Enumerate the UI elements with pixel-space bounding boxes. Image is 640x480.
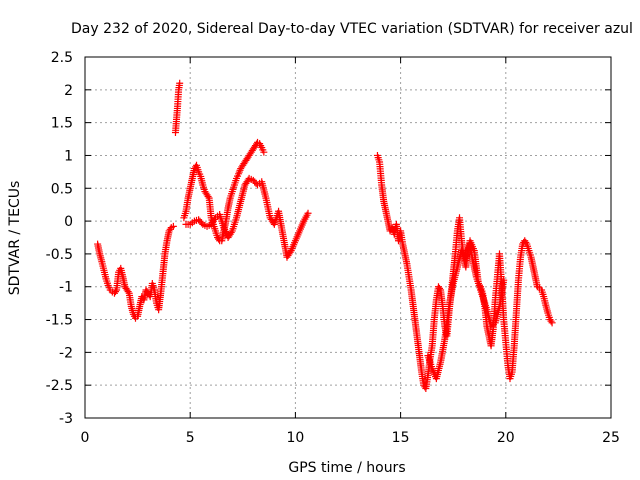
data-point	[227, 229, 235, 237]
y-tick-label: 1.5	[51, 116, 73, 132]
x-tick-label: 5	[186, 430, 195, 446]
x-axis-label: GPS time / hours	[288, 460, 405, 476]
data-point	[436, 284, 444, 292]
x-tick-label: 10	[286, 430, 304, 446]
data-point	[260, 148, 268, 156]
y-tick-label: 1	[64, 148, 73, 164]
x-tick-label: 0	[81, 430, 90, 446]
x-tick-label: 20	[497, 430, 515, 446]
plot-frame	[84, 56, 612, 419]
data-point	[522, 238, 530, 246]
data-point	[547, 317, 555, 325]
y-tick-label: -3	[59, 411, 73, 427]
y-tick-label: 2.5	[51, 50, 73, 66]
data-point	[169, 222, 177, 230]
data-point	[166, 225, 174, 233]
y-tick-label: -0.5	[46, 247, 73, 263]
x-tick-label: 25	[602, 430, 620, 446]
data-point	[176, 79, 184, 87]
y-tick-label: -1	[59, 280, 73, 296]
y-axis-label: SDTVAR / TECUs	[7, 181, 23, 296]
chart-title: Day 232 of 2020, Sidereal Day-to-day VTE…	[71, 21, 633, 37]
series-segment-3	[180, 138, 268, 245]
grid-lines	[85, 57, 611, 418]
data-point	[304, 209, 312, 217]
data-point	[124, 288, 132, 296]
y-tick-label: -2.5	[46, 378, 73, 394]
data-point	[197, 219, 205, 227]
y-tick-label: 0	[64, 214, 73, 230]
series-segment-4	[182, 174, 312, 261]
y-tick-label: -2	[59, 345, 73, 361]
x-axis-ticks: 0 5 10 15 20 25	[81, 57, 620, 446]
y-tick-label: 2	[64, 83, 73, 99]
y-axis-ticks: -3 -2.5 -2 -1.5 -1 -0.5 0 0.5 1 1.5 2 2.5	[46, 50, 611, 427]
x-tick-label: 15	[392, 430, 410, 446]
data-points	[94, 79, 556, 392]
data-point	[500, 276, 508, 284]
data-point	[210, 215, 218, 223]
y-tick-label: 0.5	[51, 181, 73, 197]
data-point	[112, 288, 120, 296]
data-point	[204, 192, 212, 200]
data-point	[548, 319, 556, 327]
series-segment-6	[424, 237, 508, 383]
series-segment-2	[171, 79, 184, 136]
data-point	[286, 248, 294, 256]
series-segment-1	[94, 222, 177, 322]
y-tick-label: -1.5	[46, 313, 73, 329]
